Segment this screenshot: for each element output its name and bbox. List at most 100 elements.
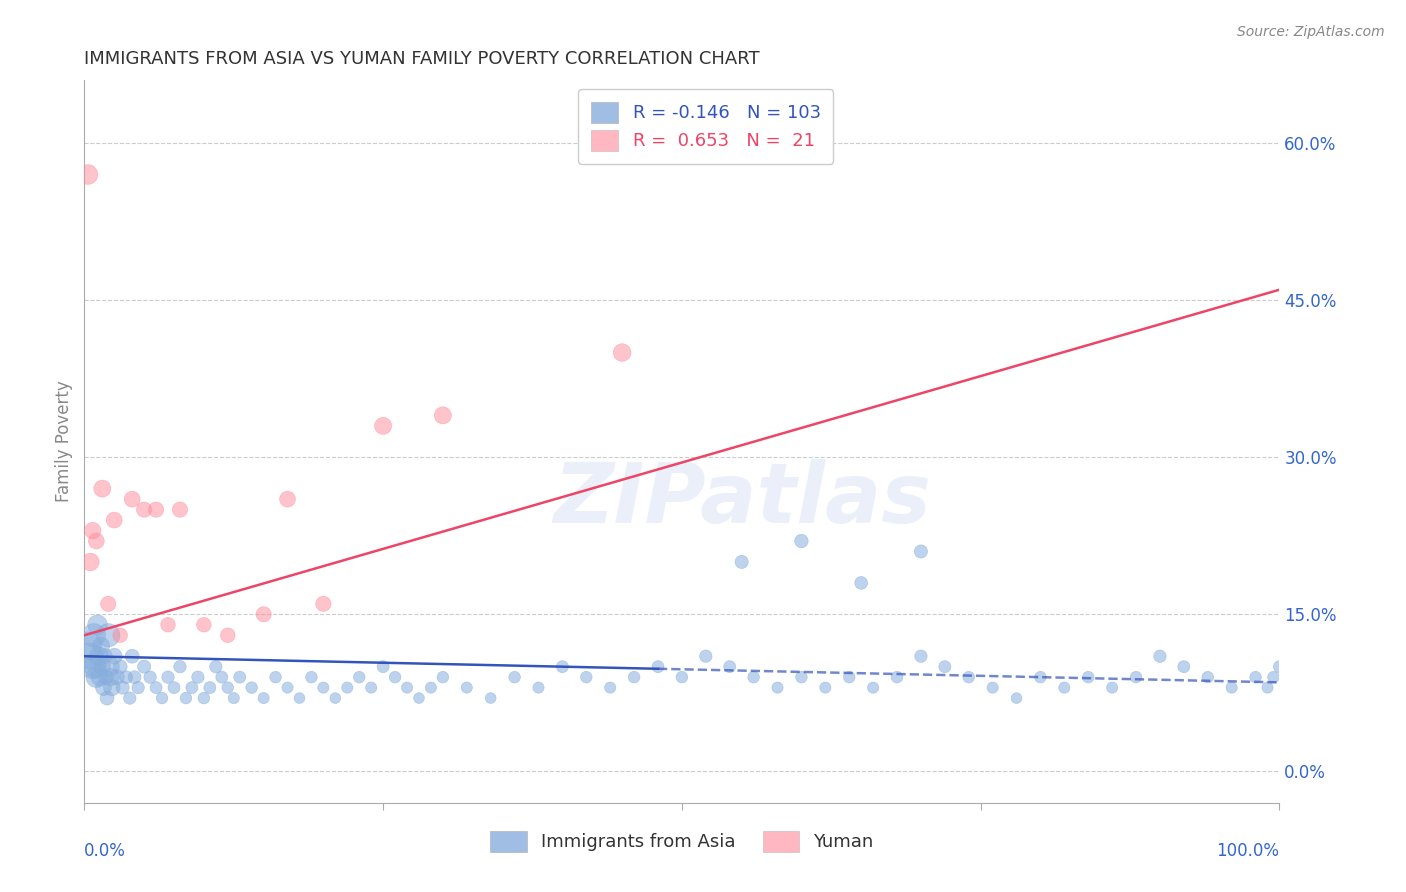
Point [77,168,100,182]
Point [82,524,104,538]
Point [981,681,1004,695]
Point [790,534,813,549]
Point [1197,670,1219,684]
Point [432,409,454,423]
Point [671,670,693,684]
Point [132,659,156,673]
Point [217,628,239,642]
Point [169,659,191,673]
Point [121,492,143,507]
Point [456,681,478,695]
Point [83,628,105,642]
Point [87,649,110,664]
Point [479,691,502,706]
Point [145,681,167,695]
Point [957,670,980,684]
Point [253,691,276,706]
Point [886,670,908,684]
Point [575,670,598,684]
Point [193,691,215,706]
Point [101,681,124,695]
Point [103,649,125,664]
Point [373,659,395,673]
Point [599,681,621,695]
Y-axis label: Family Poverty: Family Poverty [55,381,73,502]
Text: Source: ZipAtlas.com: Source: ZipAtlas.com [1237,25,1385,39]
Point [103,513,125,527]
Point [118,691,141,706]
Point [349,670,371,684]
Point [277,681,299,695]
Point [838,670,860,684]
Point [77,639,100,653]
Point [336,681,359,695]
Point [79,555,101,569]
Point [612,345,634,359]
Point [647,659,669,673]
Point [229,670,252,684]
Point [312,681,335,695]
Text: 0.0%: 0.0% [84,842,127,860]
Point [420,681,443,695]
Point [181,681,204,695]
Point [97,628,120,642]
Point [111,681,134,695]
Point [217,681,239,695]
Point [82,659,104,673]
Point [105,670,128,684]
Point [132,502,156,516]
Point [84,659,107,673]
Text: 100.0%: 100.0% [1216,842,1279,860]
Point [157,617,180,632]
Point [851,575,873,590]
Text: IMMIGRANTS FROM ASIA VS YUMAN FAMILY POVERTY CORRELATION CHART: IMMIGRANTS FROM ASIA VS YUMAN FAMILY POV… [84,50,761,68]
Point [157,670,180,684]
Point [1053,681,1076,695]
Point [766,681,789,695]
Point [145,502,167,516]
Point [79,649,101,664]
Point [89,670,111,684]
Point [139,670,162,684]
Point [814,681,837,695]
Point [222,691,245,706]
Point [1029,670,1052,684]
Point [124,670,146,684]
Point [163,681,186,695]
Point [718,659,741,673]
Point [253,607,276,622]
Point [1244,670,1267,684]
Point [94,670,117,684]
Point [301,670,323,684]
Point [1125,670,1147,684]
Point [193,617,215,632]
Point [1005,691,1028,706]
Point [91,659,114,673]
Point [169,502,191,516]
Point [384,670,406,684]
Point [187,670,209,684]
Point [623,670,645,684]
Point [396,681,419,695]
Point [174,691,197,706]
Point [90,639,112,653]
Point [93,681,115,695]
Point [360,681,382,695]
Point [325,691,347,706]
Point [551,659,574,673]
Point [503,670,526,684]
Point [1220,681,1243,695]
Point [1257,681,1279,695]
Point [86,534,108,549]
Point [288,691,311,706]
Point [373,418,395,433]
Point [198,681,221,695]
Point [1268,659,1291,673]
Point [277,492,299,507]
Point [110,628,132,642]
Legend: Immigrants from Asia, Yuman: Immigrants from Asia, Yuman [484,823,880,859]
Point [934,659,956,673]
Point [115,670,138,684]
Point [240,681,263,695]
Point [98,659,121,673]
